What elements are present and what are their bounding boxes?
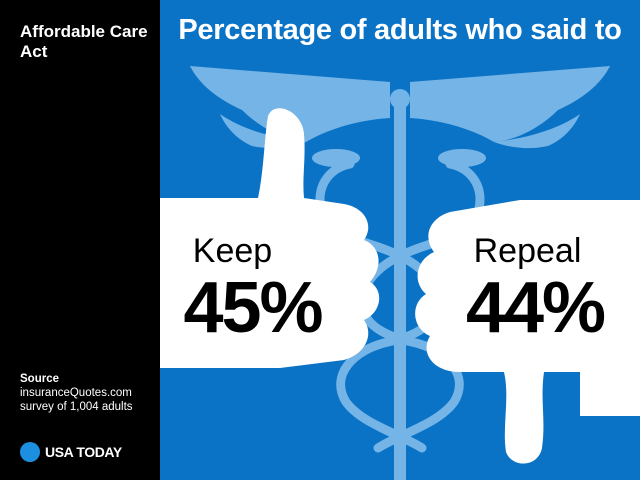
brand-logo: USA TODAY xyxy=(20,441,122,463)
sidebar: Affordable Care Act Source insuranceQuot… xyxy=(0,0,160,480)
repeal-value: 44% xyxy=(465,268,606,348)
illustration xyxy=(160,66,640,480)
source-site: insuranceQuotes.com xyxy=(20,387,132,399)
source-note: Source insuranceQuotes.com survey of 1,0… xyxy=(20,372,158,414)
topic-title: Affordable Care Act xyxy=(20,22,148,61)
repeal-label: Repeal xyxy=(473,232,582,270)
main-panel: Percentage of adults who said to Keep 45… xyxy=(160,0,640,480)
thumbs-up-icon xyxy=(160,108,380,368)
chart-title: Percentage of adults who said to xyxy=(178,14,622,46)
keep-value: 45% xyxy=(183,268,323,348)
thumbs-down-icon xyxy=(415,200,640,464)
source-survey: survey of 1,004 adults xyxy=(20,401,133,413)
brand-name: USA TODAY xyxy=(45,444,122,460)
keep-label: Keep xyxy=(192,232,273,270)
brand-dot-icon xyxy=(20,442,40,462)
source-label: Source xyxy=(20,373,59,385)
